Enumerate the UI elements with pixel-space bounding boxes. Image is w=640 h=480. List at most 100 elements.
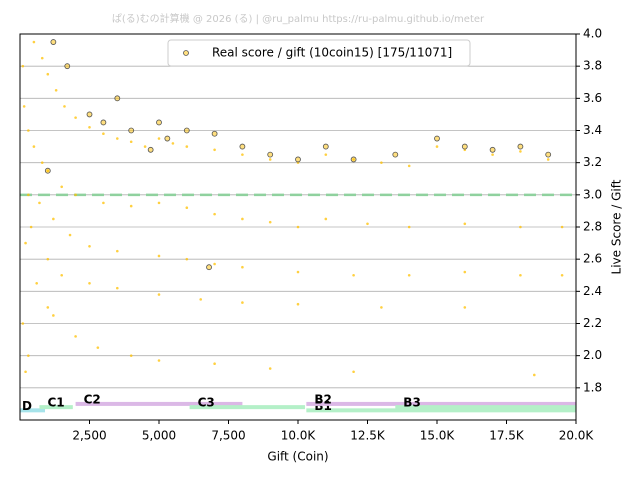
data-point bbox=[21, 322, 25, 325]
data-point bbox=[463, 306, 467, 309]
y-tick-label: 3.6 bbox=[583, 91, 602, 105]
data-point bbox=[46, 72, 50, 76]
data-point bbox=[434, 135, 440, 142]
rank-label: C2 bbox=[84, 392, 101, 406]
y-tick-label: 2.8 bbox=[583, 220, 602, 234]
data-point bbox=[322, 143, 329, 150]
rank-band bbox=[39, 405, 73, 410]
data-point bbox=[213, 262, 216, 266]
x-axis-label: Gift (Coin) bbox=[267, 450, 328, 464]
data-point bbox=[27, 193, 30, 197]
data-point bbox=[463, 270, 467, 274]
data-point bbox=[435, 145, 439, 148]
y-tick-label: 2.2 bbox=[583, 316, 602, 330]
data-point bbox=[35, 281, 38, 285]
data-point bbox=[519, 150, 522, 153]
rank-label: C1 bbox=[47, 396, 64, 410]
data-point bbox=[241, 265, 244, 269]
data-point bbox=[164, 135, 171, 142]
data-point bbox=[185, 257, 189, 261]
data-point bbox=[27, 129, 30, 132]
data-point bbox=[102, 132, 105, 136]
rank-label: D bbox=[22, 399, 32, 413]
data-point bbox=[352, 370, 355, 374]
data-point bbox=[74, 116, 77, 119]
legend-label: Real score / gift (10coin15) [175/11071] bbox=[212, 46, 452, 60]
data-point bbox=[74, 193, 77, 197]
data-point bbox=[268, 220, 272, 224]
rank-band bbox=[189, 405, 305, 410]
data-point bbox=[24, 370, 27, 374]
rank-label: B2 bbox=[314, 392, 332, 406]
data-point bbox=[114, 95, 121, 102]
data-point bbox=[239, 143, 246, 150]
data-point bbox=[324, 153, 328, 156]
data-point bbox=[268, 367, 272, 370]
data-point bbox=[102, 201, 105, 205]
data-point bbox=[96, 346, 100, 349]
data-point bbox=[147, 146, 154, 153]
x-tick-label: 2,500 bbox=[72, 429, 106, 443]
data-point bbox=[185, 145, 189, 148]
data-point bbox=[116, 286, 119, 290]
data-point bbox=[380, 306, 383, 309]
x-tick-label: 5,000 bbox=[142, 429, 176, 443]
data-point bbox=[54, 88, 58, 92]
data-point bbox=[352, 273, 355, 277]
y-tick-label: 2.0 bbox=[583, 348, 602, 362]
rank-band bbox=[20, 408, 46, 413]
chart-title: ぱ(る)むの計算機 @ 2026 (る) | @ru_palmu https:/… bbox=[112, 12, 485, 25]
data-point bbox=[296, 302, 300, 306]
data-point bbox=[241, 217, 244, 221]
data-point bbox=[560, 225, 564, 229]
y-tick-label: 2.4 bbox=[583, 284, 602, 298]
data-point bbox=[50, 39, 57, 45]
data-point bbox=[183, 127, 190, 134]
data-point bbox=[157, 293, 161, 296]
x-tick-label: 7,500 bbox=[211, 429, 245, 443]
data-point bbox=[29, 225, 33, 229]
data-point bbox=[157, 254, 161, 258]
data-point bbox=[88, 125, 91, 129]
data-point bbox=[296, 270, 300, 274]
data-point bbox=[491, 153, 494, 156]
data-point bbox=[157, 359, 161, 362]
data-point bbox=[21, 64, 25, 68]
data-point bbox=[213, 148, 216, 152]
data-point bbox=[143, 145, 147, 148]
y-tick-label: 3.0 bbox=[583, 187, 602, 201]
data-point bbox=[100, 119, 107, 126]
data-point bbox=[32, 145, 36, 148]
data-point bbox=[241, 153, 244, 156]
rank-band bbox=[306, 408, 576, 413]
data-point bbox=[24, 241, 27, 245]
data-point bbox=[88, 281, 91, 285]
data-point bbox=[366, 222, 369, 226]
y-tick-label: 1.8 bbox=[583, 380, 602, 394]
data-point bbox=[156, 119, 162, 126]
data-point bbox=[116, 249, 119, 253]
data-point bbox=[268, 158, 272, 161]
data-point bbox=[64, 63, 71, 70]
rank-label: C3 bbox=[198, 396, 215, 410]
data-point bbox=[60, 185, 63, 189]
plot-frame bbox=[19, 33, 577, 421]
data-point bbox=[350, 156, 357, 163]
data-point bbox=[324, 217, 328, 221]
y-tick-label: 3.2 bbox=[583, 155, 602, 169]
data-point bbox=[199, 298, 202, 301]
data-point bbox=[46, 257, 50, 261]
y-tick-label: 2.6 bbox=[583, 252, 602, 266]
data-point bbox=[86, 111, 93, 118]
data-point bbox=[407, 273, 411, 277]
data-point bbox=[46, 306, 50, 309]
rank-band bbox=[395, 405, 576, 410]
y-tick-label: 4.0 bbox=[583, 27, 602, 41]
data-point bbox=[129, 204, 133, 208]
rank-band bbox=[75, 401, 243, 406]
data-point bbox=[68, 233, 72, 237]
data-point bbox=[129, 354, 133, 357]
data-point bbox=[22, 105, 26, 108]
data-point bbox=[545, 151, 552, 158]
legend-box bbox=[167, 39, 471, 67]
